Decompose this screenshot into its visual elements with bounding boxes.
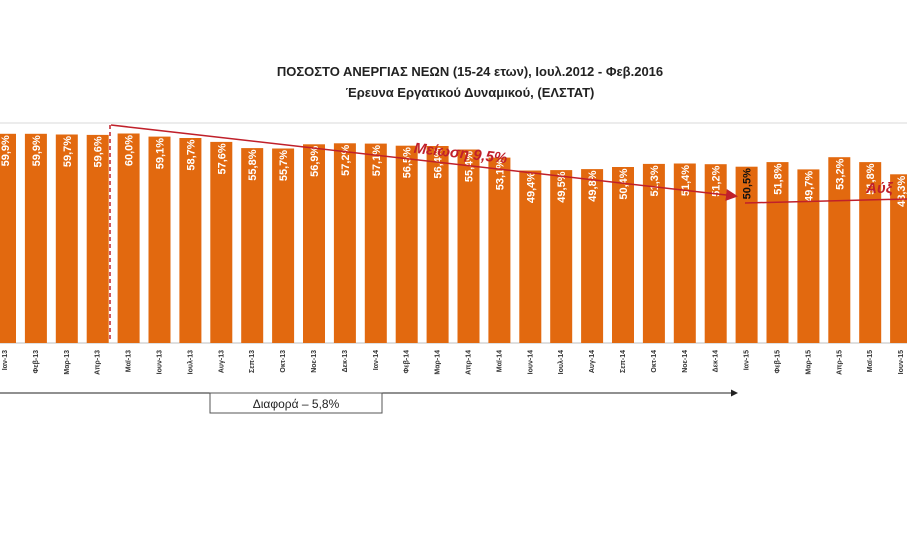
- data-label: 53,2%: [834, 158, 846, 189]
- data-label: 49,5%: [556, 171, 568, 202]
- bar: [704, 164, 727, 343]
- x-tick-label: Δεκ-14: [713, 350, 720, 372]
- bar: [179, 138, 202, 343]
- data-label: 51,4%: [680, 165, 692, 196]
- x-tick-label: Ιαν-14: [373, 350, 380, 370]
- bar: [457, 149, 480, 343]
- bar: [735, 166, 758, 343]
- data-label: 58,7%: [185, 139, 197, 170]
- bar: [797, 169, 820, 343]
- data-label: 49,8%: [587, 170, 599, 201]
- bar: [426, 146, 449, 343]
- bar: [86, 134, 109, 343]
- data-label: 59,9%: [31, 135, 43, 166]
- data-label: 50,5%: [742, 168, 754, 199]
- x-tick-label: Μαρ-15: [805, 350, 812, 375]
- x-tick-label: Δεκ-13: [342, 350, 349, 372]
- x-tick-label: Σεπ-13: [249, 350, 256, 373]
- bar: [488, 157, 511, 343]
- bar: [859, 162, 882, 343]
- decrease-arrow: [110, 124, 738, 201]
- increase-arrow: [744, 198, 907, 204]
- bar: [210, 141, 233, 343]
- data-label: 55,7%: [278, 150, 290, 181]
- bar: [519, 170, 542, 343]
- x-tick-label: Μαρ-14: [435, 350, 442, 375]
- increase-label: Αύξ: [865, 180, 894, 197]
- difference-label-box: [209, 392, 383, 414]
- bar: [117, 133, 140, 343]
- x-tick-label: Απρ-13: [95, 350, 102, 375]
- data-label: 59,1%: [155, 138, 167, 169]
- bar: [642, 163, 665, 343]
- x-tick-label: Φεβ-14: [404, 350, 411, 374]
- bar: [272, 148, 295, 343]
- x-tick-label: Μαϊ-13: [126, 350, 133, 372]
- bar: [673, 163, 696, 343]
- data-label: 51,8%: [865, 163, 877, 194]
- bar: [148, 136, 171, 343]
- x-tick-label: Αυγ-13: [218, 350, 225, 373]
- x-tick-label: Μαϊ-15: [867, 350, 874, 372]
- x-tick-label: Νοε-14: [682, 350, 689, 373]
- data-label: 57,1%: [371, 145, 383, 176]
- x-tick-label: Οκτ-13: [280, 350, 287, 373]
- bar: [828, 157, 851, 343]
- data-label: 56,9%: [309, 145, 321, 176]
- data-label: 49,7%: [803, 171, 815, 202]
- bar: [55, 134, 78, 343]
- data-label: 56,5%: [402, 147, 414, 178]
- chart-subtitle: Έρευνα Εργατικού Δυναμικού, (ΕΛΣΤΑΤ): [346, 85, 595, 100]
- data-label: 55,8%: [247, 149, 259, 180]
- tick-labels-group: Ιαν-13 Φεβ-13 Μαρ-13 Απρ-13 Μαϊ-13 Ιουν-13 Ιου…: [2, 350, 905, 375]
- data-label: 51,2%: [711, 165, 723, 196]
- x-tick-label: Ιουν-15: [898, 350, 905, 374]
- data-label: 51,3%: [649, 165, 661, 196]
- bar: [0, 133, 16, 343]
- value-labels-group: 59,9% 59,9% 59,7% 59,6% 60,0% 59,1% 58,7% 57,6%…: [0, 135, 907, 207]
- data-label: 60,0%: [124, 135, 136, 166]
- x-tick-label: Ιαν-15: [744, 350, 751, 370]
- data-label: 57,6%: [216, 143, 228, 174]
- bar: [24, 133, 47, 343]
- x-tick-label: Νοε-13: [311, 350, 318, 373]
- x-tick-label: Ιουλ-14: [557, 350, 565, 374]
- x-tick-label: Ιουν-14: [527, 350, 534, 374]
- bar: [303, 144, 325, 343]
- x-tick-label: Αυγ-14: [589, 350, 596, 373]
- data-label: 59,7%: [62, 136, 74, 167]
- difference-label: Διαφορά – 5,8%: [253, 397, 340, 411]
- x-tick-label: Ιουλ-13: [186, 350, 194, 374]
- bar: [364, 143, 387, 343]
- bar: [241, 148, 264, 343]
- bar: [395, 145, 418, 343]
- data-label: 59,9%: [0, 135, 12, 166]
- bar: [612, 167, 634, 343]
- chart-title: ΠΟΣΟΣΤΟ ΑΝΕΡΓΙΑΣ ΝΕΩΝ (15-24 ετων), Ιουλ…: [277, 64, 663, 79]
- data-label: 48,3%: [896, 175, 907, 206]
- data-label: 59,6%: [93, 136, 105, 167]
- x-tick-label: Μαρ-13: [64, 350, 71, 375]
- x-tick-label: Φεβ-15: [775, 350, 782, 374]
- data-label: 53,1%: [494, 159, 506, 190]
- x-tick-label: Απρ-15: [836, 350, 843, 375]
- bar: [550, 170, 573, 343]
- x-tick-label: Ιαν-13: [2, 350, 9, 370]
- x-tick-label: Απρ-14: [466, 350, 473, 375]
- bars-group: [0, 133, 907, 343]
- data-label: 49,4%: [525, 172, 537, 203]
- x-tick-label: Ιουν-13: [157, 350, 164, 374]
- x-tick-label: Σεπ-14: [620, 350, 627, 373]
- data-label: 51,8%: [773, 163, 785, 194]
- x-tick-label: Φεβ-13: [33, 350, 40, 374]
- data-label: 57,2%: [340, 144, 352, 175]
- bar: [333, 143, 356, 343]
- bar: [766, 162, 789, 343]
- bar: [581, 169, 604, 343]
- bar: [890, 174, 907, 343]
- x-tick-label: Οκτ-14: [651, 350, 658, 373]
- x-tick-label: Μαϊ-14: [496, 350, 503, 372]
